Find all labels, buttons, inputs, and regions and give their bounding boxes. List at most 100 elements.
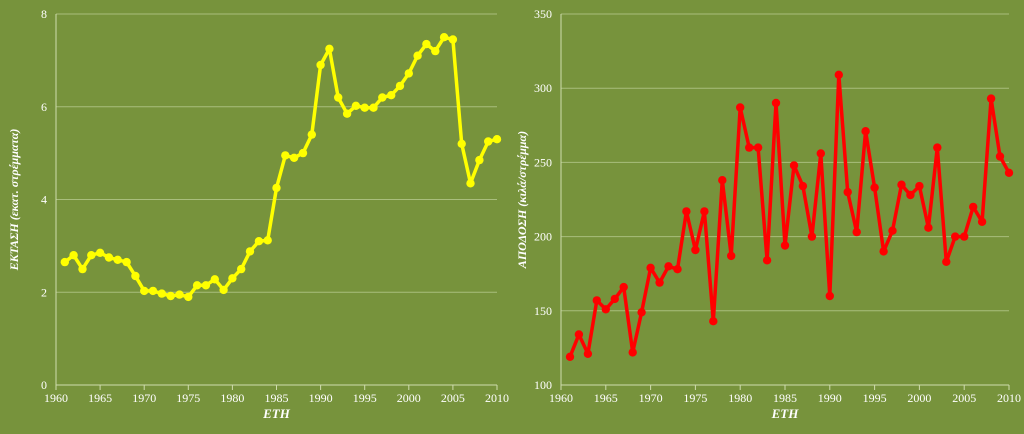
x-ticks: 1960 1965 1970 1975 1980 1985 1990 1995 2000 2005… [44,385,509,405]
data-point [861,127,870,136]
data-point [360,103,369,112]
x-ticks: 1960 1965 1970 1975 1980 1985 1990 1995 2000 2005… [549,385,1021,405]
x-tick-label: 1960 [549,391,573,405]
data-point [475,155,484,165]
data-point [448,35,458,44]
data-point [601,305,610,314]
data-point [789,161,799,170]
data-point [219,285,228,295]
y-tick-label: 300 [534,81,552,95]
data-point [610,294,619,304]
data-point [492,135,502,144]
y-tick-label: 6 [41,100,47,114]
x-tick-label: 2000 [907,391,931,405]
data-point [664,262,673,271]
data-point [298,148,308,158]
data-point [718,176,727,185]
data-point [843,187,852,197]
series-line [568,73,1011,359]
data-point [906,190,915,200]
x-tick-label: 1995 [353,391,377,405]
x-tick-label: 1970 [639,391,663,405]
data-point [637,308,646,317]
x-tick-label: 1975 [683,391,707,405]
data-point [201,281,211,290]
x-axis-title: ΕΤΗ [771,406,800,421]
data-point [157,289,166,298]
data-point [574,330,584,339]
data-point [254,237,264,246]
x-tick-label: 1985 [773,391,797,405]
x-tick-label: 1990 [309,391,333,405]
data-point [404,69,413,78]
data-point [334,93,343,102]
data-point [175,290,184,299]
data-point [565,352,575,361]
data-point [691,245,700,255]
data-point [807,232,817,241]
data-point [131,271,140,281]
data-point [897,180,906,189]
data-point [307,130,316,139]
data-point [95,248,105,257]
data-point [192,281,202,290]
y-tick-label: 2 [41,285,47,299]
data-point [888,226,897,235]
y-axis-title: ΕΚΤΑΣΗ (εκατ. στρέμματα) [7,129,21,272]
data-point [122,257,131,267]
data-point [673,265,682,274]
data-point [281,151,290,160]
data-point [709,317,718,326]
data-point [915,181,924,191]
data-point [834,70,843,80]
y-tick-label: 4 [41,193,47,207]
data-point [700,207,709,216]
data-point [816,149,825,158]
data-point [351,101,361,111]
data-point [771,98,781,108]
data-point [439,33,449,42]
data-point [933,143,942,152]
data-point [969,202,978,212]
data-point [745,143,754,152]
data-point [870,183,879,192]
data-point [466,179,475,188]
data-point [245,247,255,256]
x-tick-label: 1980 [728,391,752,405]
chart-panel-yield: 100 150 200 250 300 350 1960 1965 1970 1975 1980 19… [512,0,1024,434]
data-point [87,251,96,260]
data-point [727,251,736,261]
data-point [316,60,325,70]
data-point [325,44,334,53]
x-axis-title: ΕΤΗ [262,406,291,421]
x-tick-label: 1965 [88,391,112,405]
data-point [995,152,1005,161]
x-tick-label: 2000 [397,391,421,405]
data-point [951,232,960,241]
data-point [736,103,745,112]
data-point [69,251,78,260]
data-point [753,143,763,152]
data-point [619,282,628,292]
y-tick-label: 0 [41,378,47,392]
data-point [378,93,387,102]
data-point [289,153,299,162]
x-tick-label: 1975 [176,391,200,405]
data-point [977,217,987,226]
data-point [960,232,969,241]
data-point [852,227,861,237]
x-tick-label: 1980 [220,391,244,405]
chart-background [0,0,512,434]
x-tick-label: 2010 [485,391,509,405]
data-point [762,256,772,265]
data-point [78,264,87,274]
data-point [422,39,431,49]
y-tick-label: 8 [41,7,47,21]
data-point [210,275,219,284]
data-point [646,263,655,272]
x-tick-label: 2010 [997,391,1021,405]
data-point [395,81,405,91]
data-point [140,286,149,296]
data-point [166,291,175,301]
data-point [237,264,246,274]
